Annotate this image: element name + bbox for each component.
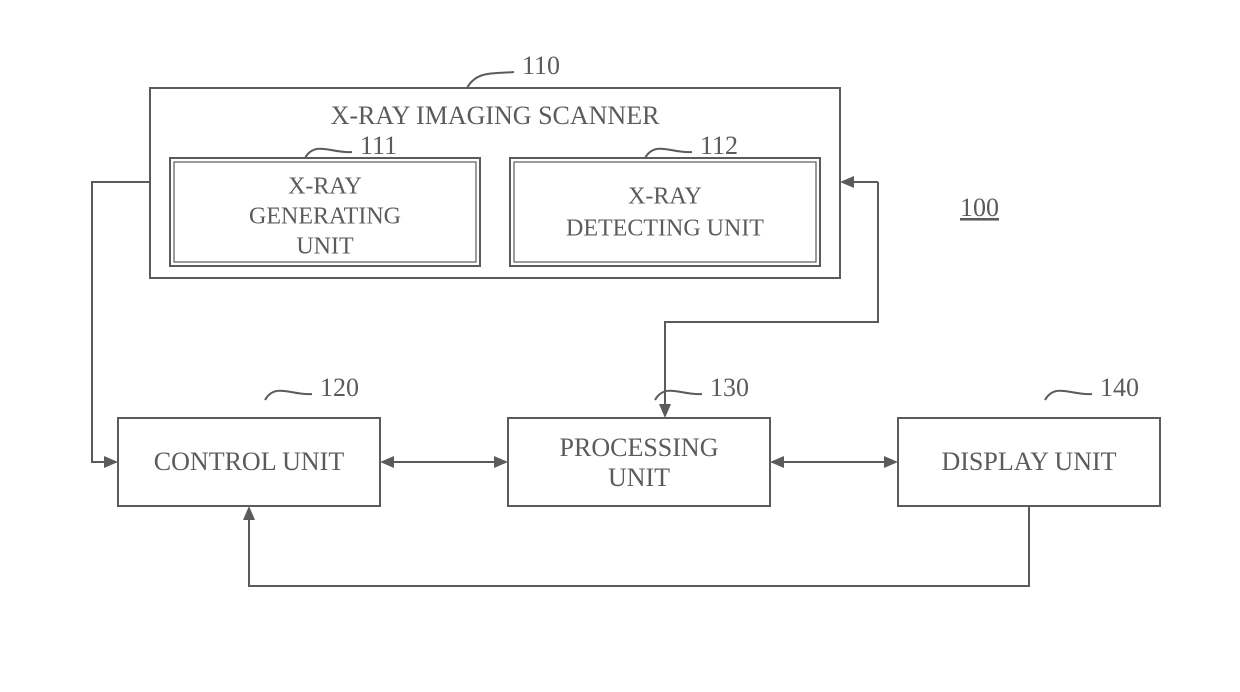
processing-ref: 130	[710, 373, 749, 402]
ref-leader	[645, 149, 692, 158]
display-ref: 140	[1100, 373, 1139, 402]
det-label-0: X-RAY	[628, 184, 702, 210]
arrowhead	[380, 456, 394, 468]
det-ref: 112	[700, 131, 738, 160]
gen-ref: 111	[360, 131, 397, 160]
ref-leader	[1045, 391, 1092, 400]
det-rect-inner	[514, 162, 816, 262]
processing-label-1: UNIT	[608, 463, 670, 492]
arrowhead	[243, 506, 255, 520]
scanner-label: X-RAY IMAGING SCANNER	[331, 101, 661, 130]
ref-leader	[655, 391, 702, 400]
ref-leader	[305, 149, 352, 158]
gen-label-1: GENERATING	[249, 204, 401, 230]
arrowhead	[884, 456, 898, 468]
control-ref: 120	[320, 373, 359, 402]
control-label: CONTROL UNIT	[154, 447, 345, 476]
ref-leader	[467, 72, 514, 88]
conn-display-control	[249, 506, 1029, 586]
conn-scanner-control	[92, 182, 150, 462]
arrowhead	[494, 456, 508, 468]
system-ref: 100	[960, 193, 999, 222]
display-label: DISPLAY UNIT	[941, 447, 1116, 476]
arrowhead	[770, 456, 784, 468]
ref-leader	[265, 391, 312, 400]
det-label-1: DETECTING UNIT	[566, 216, 764, 242]
gen-label-0: X-RAY	[288, 174, 362, 200]
gen-label-2: UNIT	[296, 234, 354, 260]
scanner-ref: 110	[522, 51, 560, 80]
processing-label-0: PROCESSING	[560, 433, 719, 462]
det-rect	[510, 158, 820, 266]
arrowhead	[104, 456, 118, 468]
arrowhead	[659, 404, 671, 418]
arrowhead	[840, 176, 854, 188]
det-box	[510, 158, 820, 266]
